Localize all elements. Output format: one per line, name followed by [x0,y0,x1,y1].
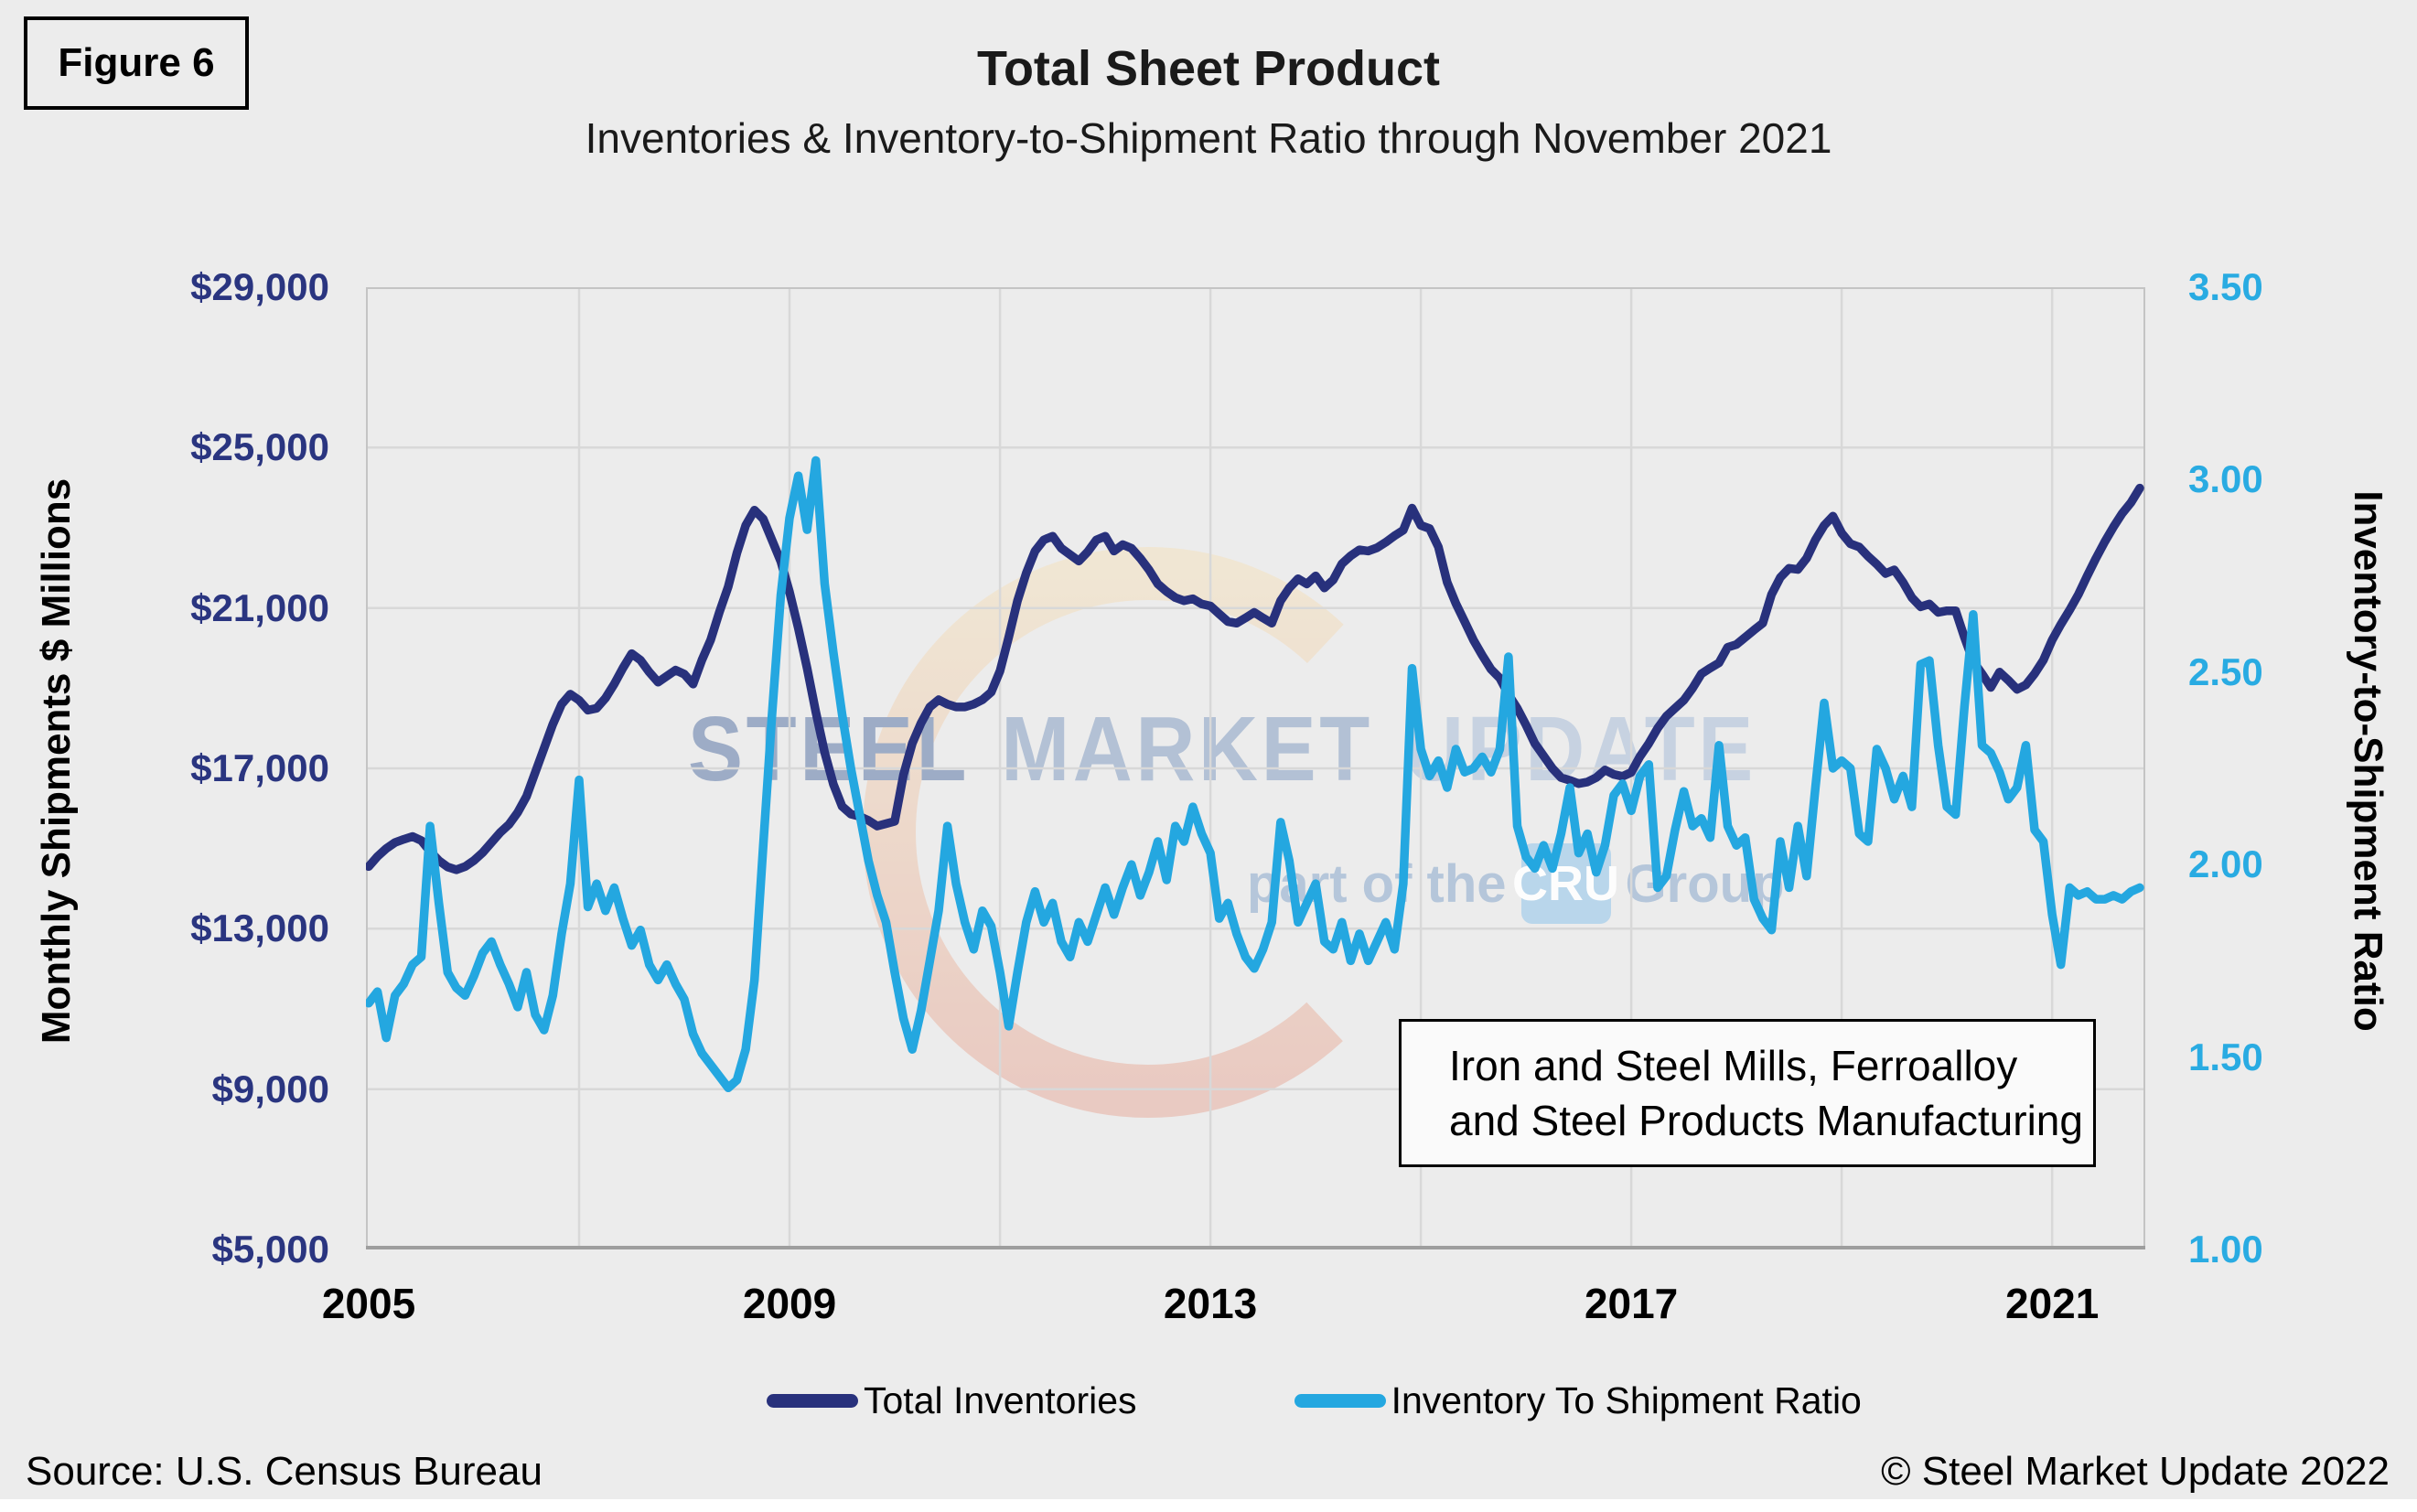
legend: Total Inventories Inventory To Shipment … [767,1379,1862,1422]
watermark-text: STEEL MARKET UPDATE [688,697,1756,802]
legend-label-ratio: Inventory To Shipment Ratio [1391,1379,1862,1421]
legend-label-inventories: Total Inventories [864,1379,1137,1421]
left-axis-tick-label: $29,000 [190,265,329,308]
left-axis-tick-label: $25,000 [190,425,329,469]
left-axis-tick-label: $21,000 [190,585,329,629]
plot-area [366,287,2145,1249]
x-axis-tick-label: 2021 [2004,1280,2100,1327]
watermark-word-market: MARKET [1001,698,1373,800]
left-axis-tick-label: $9,000 [211,1067,329,1110]
right-axis-tick-label: 3.50 [2188,265,2263,308]
right-axis-tick-label: 2.50 [2188,649,2263,693]
x-axis-tick-label: 2005 [321,1280,416,1327]
chart-title: Total Sheet Product [976,41,1441,96]
x-axis-tick-label: 2013 [1163,1280,1258,1327]
bottom-margin-strip [0,1499,2417,1512]
chart-canvas [366,287,2145,1249]
x-axis-tick-label: 2009 [742,1280,837,1327]
chart-subtitle: Inventories & Inventory-to-Shipment Rati… [585,114,1832,162]
figure-number-box: Figure 6 [24,16,249,110]
annotation-line-2: and Steel Products Manufacturing [1449,1097,2083,1144]
legend-swatch-ratio [1294,1394,1386,1408]
left-axis-tick-label: $13,000 [190,906,329,950]
right-axis-tick-label: 1.50 [2188,1035,2263,1078]
annotation-line-1: Iron and Steel Mills, Ferroalloy [1449,1042,2018,1089]
copyright-note: © Steel Market Update 2022 [1881,1449,2390,1494]
left-axis-tick-label: $5,000 [211,1228,329,1271]
right-axis-tick-label: 2.00 [2188,842,2263,886]
source-note: Source: U.S. Census Bureau [26,1449,542,1494]
left-axis-tick-label: $17,000 [190,746,329,789]
legend-item-total-inventories: Total Inventories [767,1379,1137,1422]
annotation-box: Iron and Steel Mills, Ferroalloy and Ste… [1399,1019,2096,1167]
legend-swatch-inventories [767,1394,858,1408]
x-axis-tick-label: 2017 [1584,1280,1679,1327]
legend-item-ratio: Inventory To Shipment Ratio [1294,1379,1862,1422]
right-axis-tick-label: 1.00 [2188,1228,2263,1271]
right-axis-tick-label: 3.00 [2188,457,2263,501]
